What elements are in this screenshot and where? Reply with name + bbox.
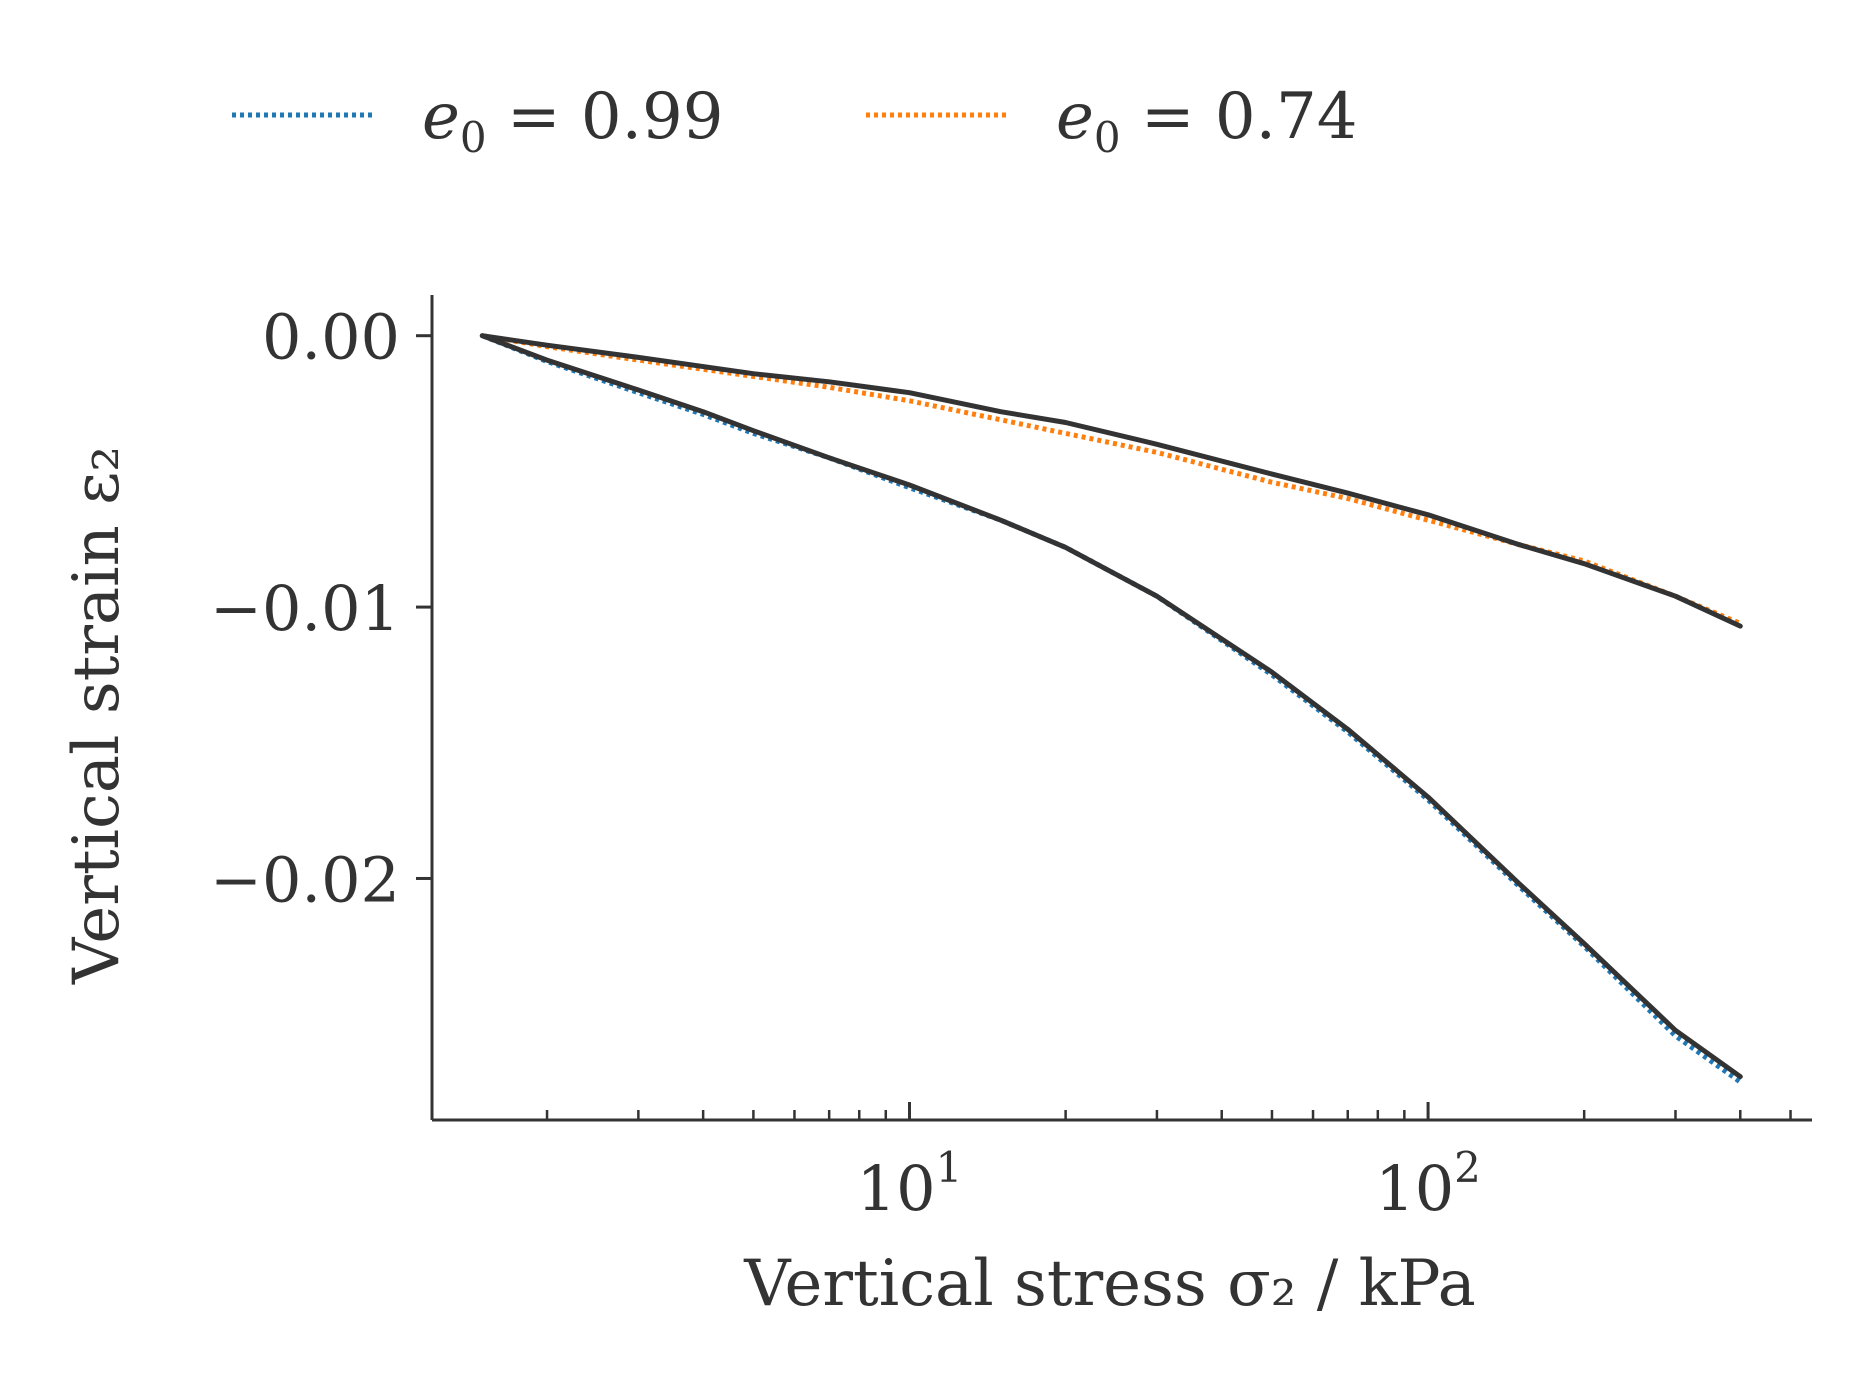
legend-label: e0 = 0.74	[1056, 80, 1357, 162]
legend-item-1: e0 = 0.99	[232, 80, 723, 162]
y-axis-label: Vertical strain ε₂	[60, 446, 134, 985]
series-line-2	[481, 333, 1742, 626]
axes: 0.00 −0.01 −0.02 101 102	[210, 295, 1812, 1225]
y-tick-label: −0.02	[210, 843, 400, 916]
plot-area	[479, 333, 1743, 1085]
legend-item-2: e0 = 0.74	[866, 80, 1357, 162]
legend: e0 = 0.99 e0 = 0.74	[232, 80, 1357, 162]
series-line-1	[481, 333, 1742, 1085]
series-line-4	[479, 333, 1743, 629]
x-axis-label: Vertical stress σ₂ / kPa	[743, 1247, 1476, 1321]
series-line-3	[479, 333, 1743, 1080]
y-tick-label: −0.01	[210, 572, 400, 645]
legend-label: e0 = 0.99	[422, 80, 723, 162]
y-tick-label: 0.00	[262, 301, 400, 374]
x-tick-label: 101	[857, 1143, 963, 1225]
x-tick-label: 102	[1375, 1143, 1481, 1225]
